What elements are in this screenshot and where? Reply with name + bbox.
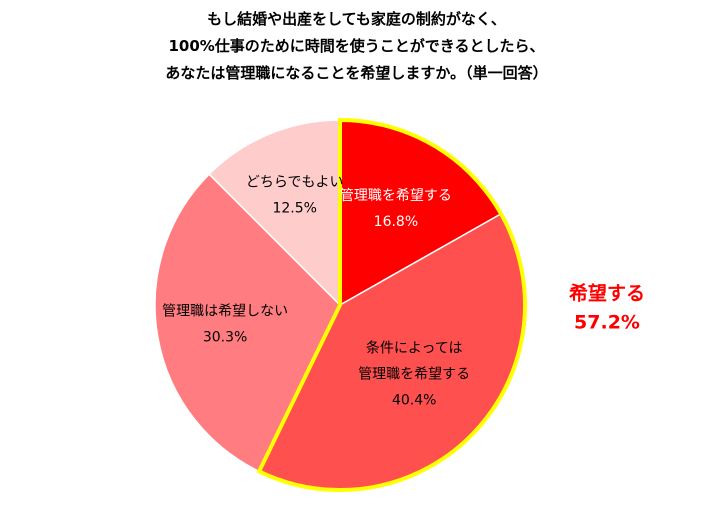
title-line-3: あなたは管理職になることを希望しますか。（単一回答）	[165, 64, 548, 82]
highlight-outline	[256, 117, 527, 492]
slice-value-label: 16.8%	[374, 214, 418, 230]
slice-category-label: 管理職を希望する	[358, 367, 470, 383]
slice-value-label: 30.3%	[203, 329, 247, 345]
slice-category-label: 管理職は希望しない	[162, 303, 288, 319]
chart-title: もし結婚や出産をしても家庭の制約がなく、 100%仕事のために時間を使うことがで…	[0, 6, 713, 87]
title-line-1: もし結婚や出産をしても家庭の制約がなく、	[207, 10, 506, 28]
slice-category-label: 条件によっては	[366, 340, 463, 357]
title-line-2: 100%仕事のために時間を使うことができるとしたら、	[168, 37, 545, 55]
pie-slice-4	[208, 119, 341, 307]
highlight-label: 希望する	[569, 282, 645, 305]
slice-category-label: どちらでもよい	[246, 175, 344, 191]
slice-value-label: 12.5%	[272, 201, 316, 217]
slice-category-label: 管理職を希望する	[340, 188, 452, 204]
highlight-value-label: 57.2%	[574, 312, 640, 334]
slice-value-label: 40.4%	[392, 393, 436, 409]
